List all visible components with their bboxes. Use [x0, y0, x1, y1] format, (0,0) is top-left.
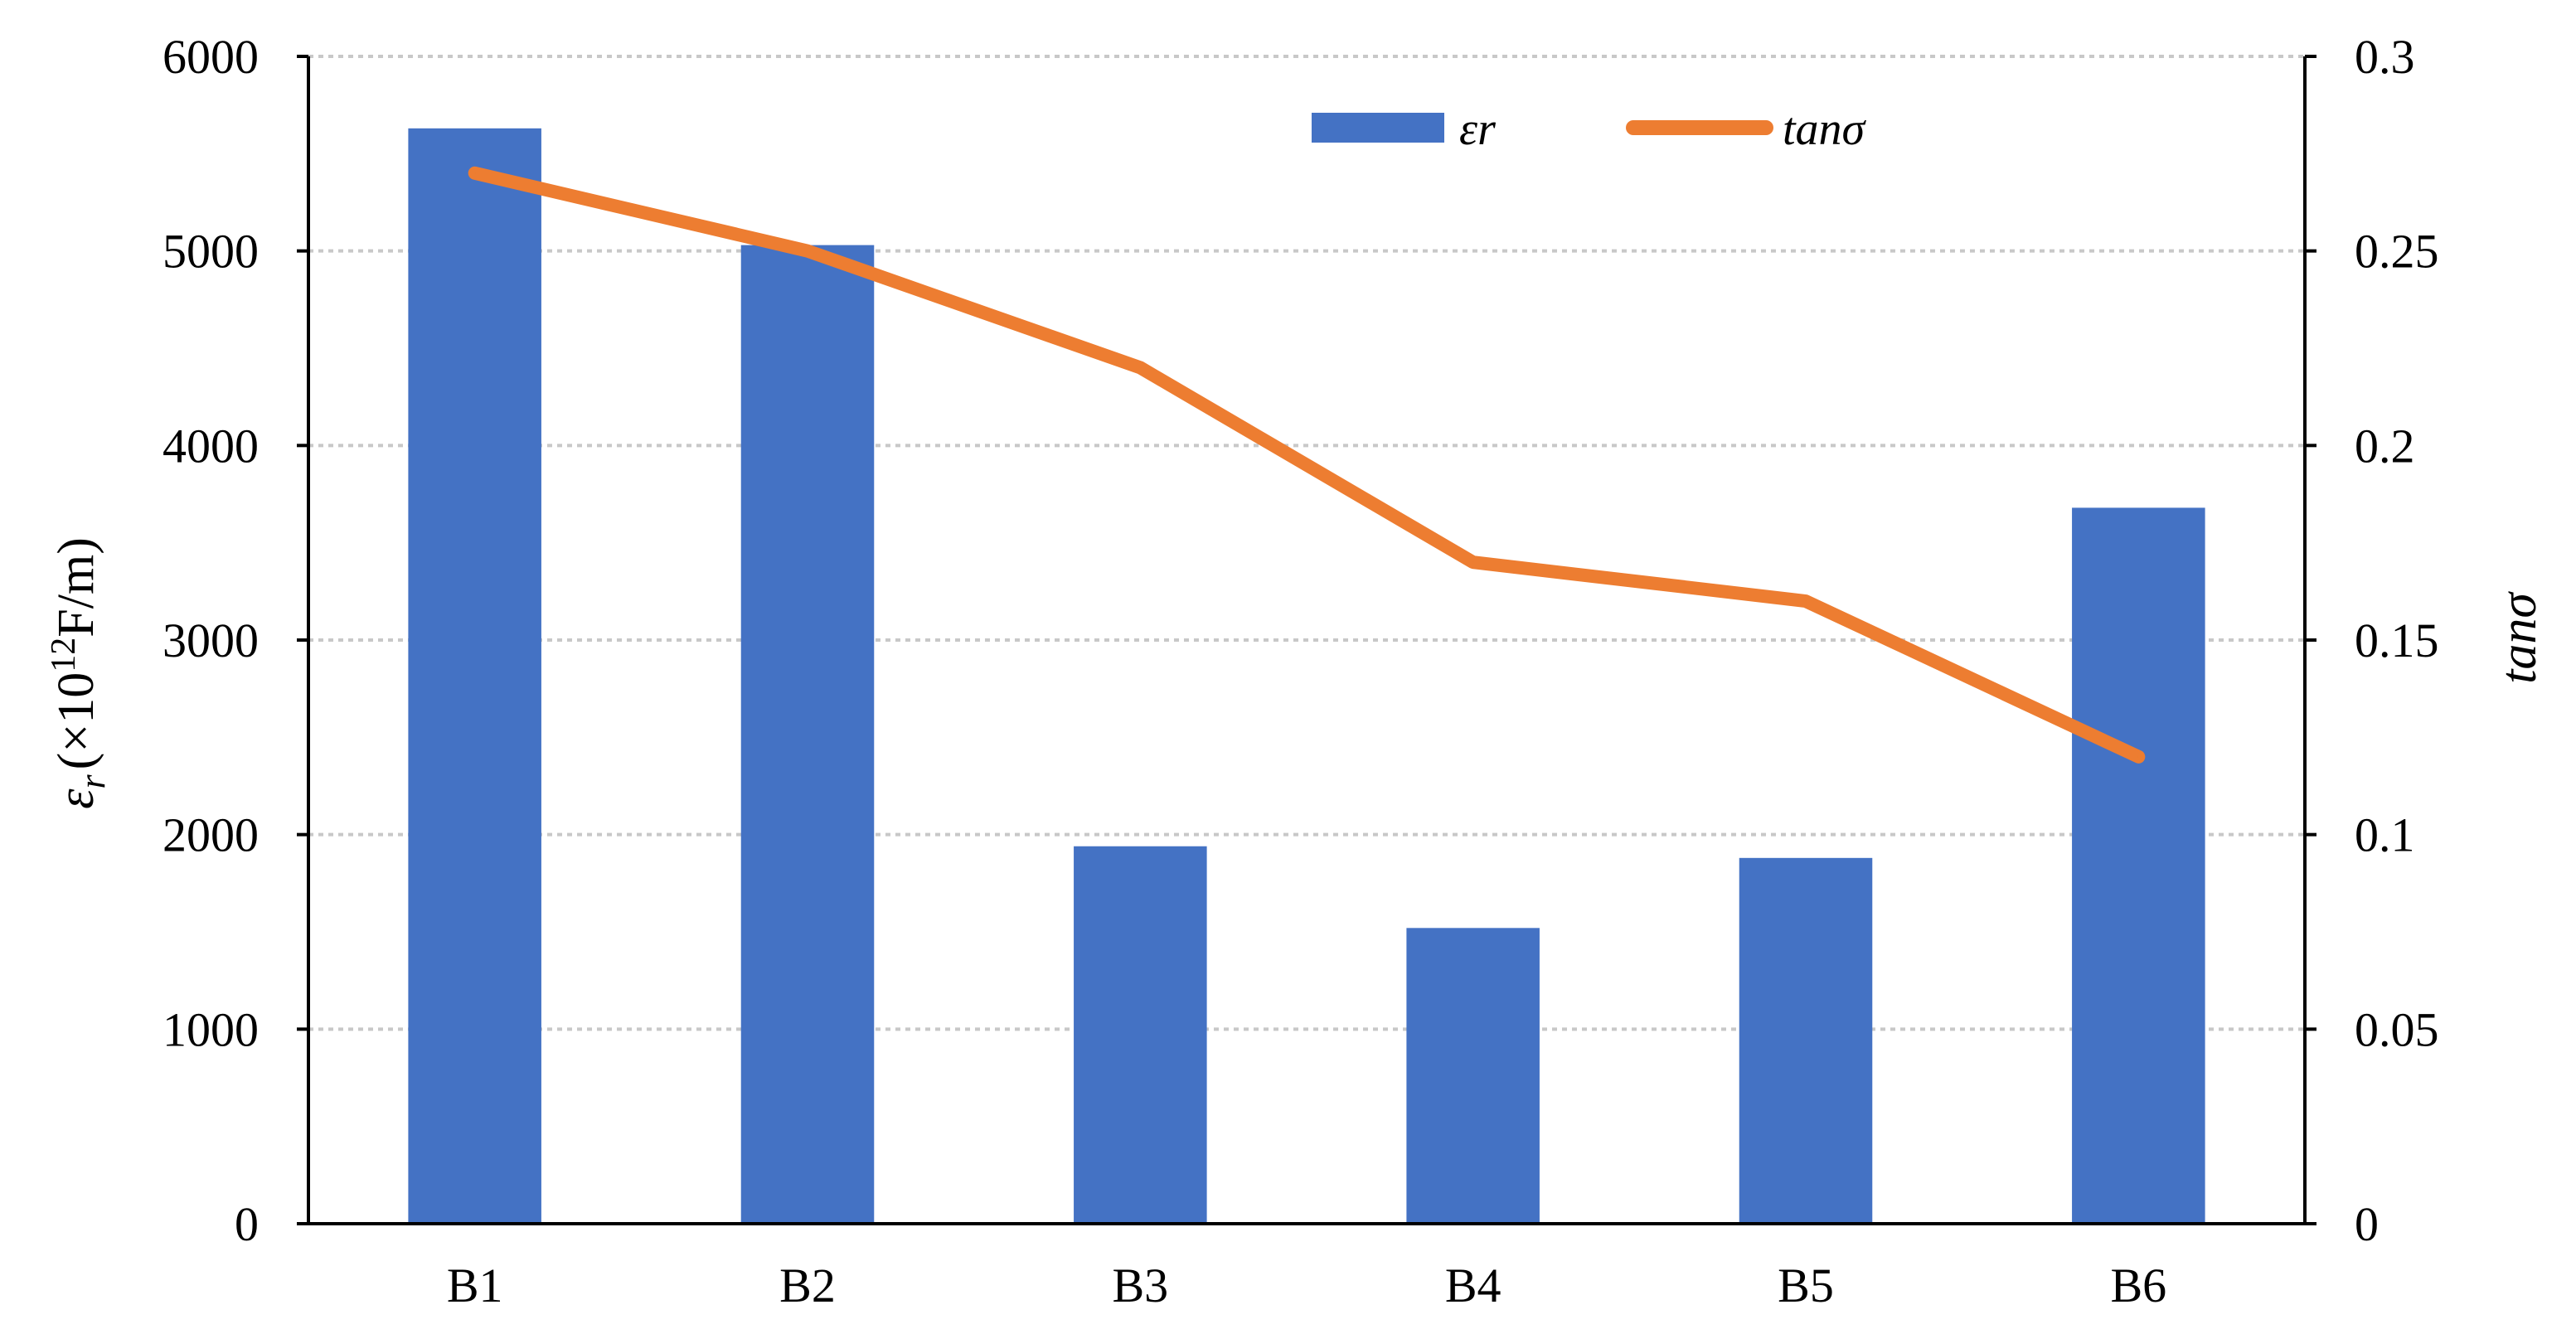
right-tick-label: 0.05	[2355, 1002, 2439, 1056]
right-tick-label: 0.15	[2355, 614, 2439, 667]
left-tick-label: 3000	[163, 614, 259, 667]
x-tick-label: B3	[1112, 1259, 1168, 1312]
tan-point-b5	[1805, 600, 1807, 603]
left-tick-label: 2000	[163, 808, 259, 862]
bar-b1	[408, 128, 541, 1224]
right-tick-label: 0.3	[2355, 30, 2415, 84]
bar-b4	[1406, 928, 1540, 1224]
tan-point-b6	[2137, 755, 2140, 758]
x-tick-label: B5	[1778, 1259, 1834, 1312]
bar-series	[408, 128, 2205, 1224]
tan-line	[468, 166, 2146, 764]
left-tick-label: 5000	[163, 225, 259, 279]
right-tick-label: 0.25	[2355, 225, 2439, 279]
bar-b2	[740, 245, 875, 1224]
tan-point-b4	[1472, 561, 1474, 564]
legend: εr tanσ	[1312, 104, 1867, 155]
right-tick-label: 0	[2355, 1197, 2379, 1251]
legend-bar-swatch	[1312, 113, 1444, 143]
tan-point-b3	[1139, 366, 1142, 369]
left-axis-ticks: 0 1000 2000 3000 4000 5000 6000	[163, 30, 308, 1251]
legend-bar-label: εr	[1459, 104, 1496, 155]
x-tick-label: B2	[779, 1259, 836, 1312]
left-axis-title: εr(×1012F/m)	[45, 537, 113, 809]
right-tick-label: 0.1	[2355, 808, 2415, 862]
tan-point-b1	[473, 172, 476, 174]
x-tick-label: B1	[447, 1259, 503, 1312]
x-tick-label: B4	[1445, 1259, 1501, 1312]
tan-point-b2	[807, 250, 808, 252]
gridlines	[308, 55, 2305, 1031]
bar-b6	[2072, 507, 2205, 1224]
right-axis-title: tanσ	[2491, 591, 2547, 684]
bar-b3	[1074, 846, 1207, 1224]
left-tick-label: 6000	[163, 30, 259, 84]
x-axis-ticks: B1 B2 B3 B4 B5 B6	[447, 1259, 2166, 1312]
left-tick-label: 4000	[163, 419, 259, 473]
right-axis-ticks: 0 0.05 0.1 0.15 0.2 0.25 0.3	[2305, 30, 2439, 1251]
right-tick-label: 0.2	[2355, 419, 2415, 473]
bar-b5	[1739, 857, 1873, 1224]
line-series	[468, 166, 2146, 764]
x-tick-label: B6	[2110, 1259, 2166, 1312]
left-tick-label: 1000	[163, 1002, 259, 1056]
legend-line-label: tanσ	[1783, 104, 1867, 155]
left-tick-label: 0	[235, 1197, 259, 1251]
